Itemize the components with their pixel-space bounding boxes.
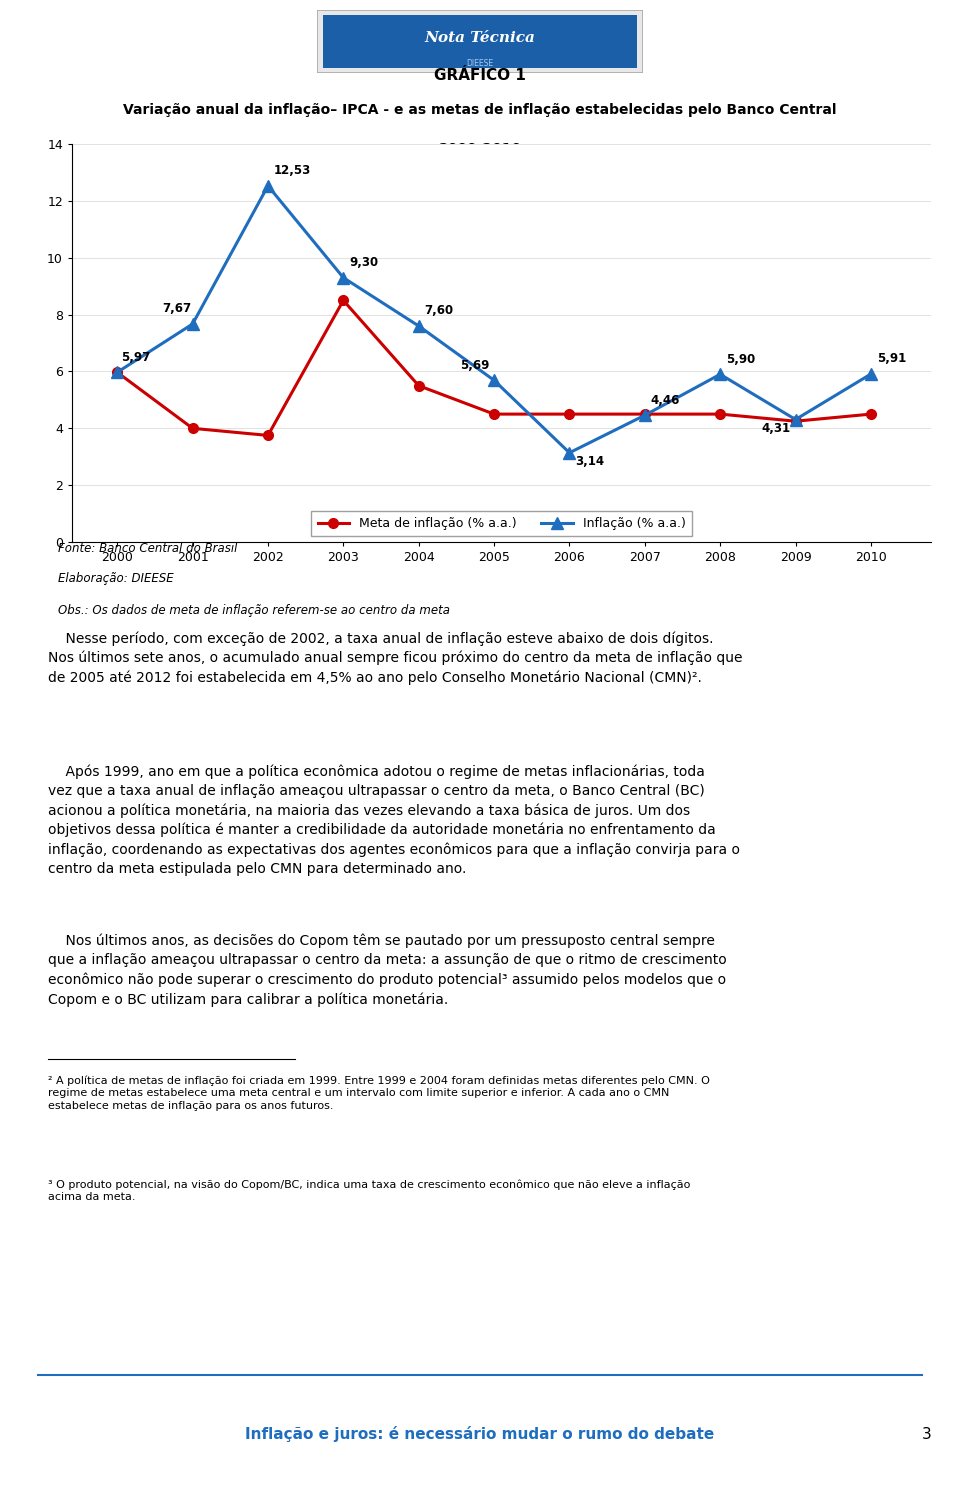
Text: ³ O produto potencial, na visão do Copom/BC, indica uma taxa de crescimento econ: ³ O produto potencial, na visão do Copom… <box>48 1179 690 1203</box>
Text: 4,46: 4,46 <box>651 394 681 407</box>
FancyBboxPatch shape <box>324 15 636 68</box>
Text: Nos últimos anos, as decisões do Copom têm se pautado por um pressuposto central: Nos últimos anos, as decisões do Copom t… <box>48 934 727 1007</box>
Text: 5,90: 5,90 <box>726 353 756 365</box>
Text: 5,69: 5,69 <box>460 359 490 371</box>
Text: 7,67: 7,67 <box>162 303 192 315</box>
Text: ² A política de metas de inflação foi criada em 1999. Entre 1999 e 2004 foram de: ² A política de metas de inflação foi cr… <box>48 1075 709 1111</box>
Text: Obs.: Os dados de meta de inflação referem-se ao centro da meta: Obs.: Os dados de meta de inflação refer… <box>58 604 449 618</box>
Text: 3,14: 3,14 <box>575 456 605 468</box>
Text: 3: 3 <box>922 1427 931 1442</box>
Text: Nota Técnica: Nota Técnica <box>424 31 536 45</box>
Text: 4,31: 4,31 <box>761 422 791 435</box>
Text: DIEESE: DIEESE <box>467 59 493 68</box>
Text: GRÁFICO 1: GRÁFICO 1 <box>434 68 526 83</box>
FancyBboxPatch shape <box>317 10 643 73</box>
Text: Após 1999, ano em que a política econômica adotou o regime de metas inflacionári: Após 1999, ano em que a política econômi… <box>48 765 740 876</box>
Text: 9,30: 9,30 <box>349 255 378 269</box>
Text: 5,97: 5,97 <box>121 350 150 364</box>
Text: Elaboração: DIEESE: Elaboração: DIEESE <box>58 572 173 585</box>
Text: Inflação e juros: é necessário mudar o rumo do debate: Inflação e juros: é necessário mudar o r… <box>246 1426 714 1442</box>
Text: 7,60: 7,60 <box>424 304 454 318</box>
Text: 2000-2010: 2000-2010 <box>439 141 521 156</box>
Text: Variação anual da inflação– IPCA - e as metas de inflação estabelecidas pelo Ban: Variação anual da inflação– IPCA - e as … <box>123 102 837 117</box>
Text: 12,53: 12,53 <box>274 165 311 177</box>
Text: 5,91: 5,91 <box>876 352 906 365</box>
Text: Nesse período, com exceção de 2002, a taxa anual de inflação esteve abaixo de do: Nesse período, com exceção de 2002, a ta… <box>48 631 742 685</box>
Legend: Meta de inflação (% a.a.), Inflação (% a.a.): Meta de inflação (% a.a.), Inflação (% a… <box>311 511 692 536</box>
Text: Fonte: Banco Central do Brasil: Fonte: Banco Central do Brasil <box>58 542 237 555</box>
